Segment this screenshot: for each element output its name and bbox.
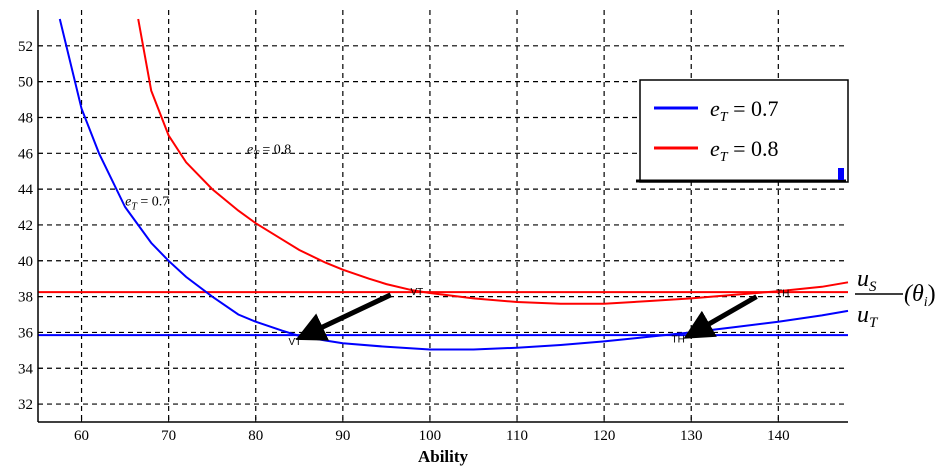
y-tick-label: 48: [18, 110, 33, 126]
ratio-denominator-symbol: u: [857, 302, 869, 328]
ratio-denominator: uT: [857, 302, 879, 331]
x-tick-label: 80: [248, 428, 263, 444]
curve-annotations: eT = 0.7eT = 0.8: [125, 142, 291, 212]
x-tick-label: 90: [335, 428, 350, 444]
ratio-argument-subscript: i: [924, 295, 928, 310]
arrow: [295, 292, 392, 341]
x-tick-label: 70: [161, 428, 176, 444]
tick-labels: 60 70 80 90 100 110 120 130 140 32 34 36 38 40 42 44 46 4…: [18, 39, 790, 444]
ratio-numerator-subscript: S: [869, 279, 877, 295]
x-tick-label: 110: [506, 428, 528, 444]
y-tick-label: 44: [18, 182, 34, 198]
x-tick-label: 130: [680, 428, 703, 444]
curve-annotation: eT = 0.8: [247, 142, 291, 160]
legend-value: = 0.8: [728, 136, 779, 161]
x-tick-label: 100: [419, 428, 442, 444]
y-tick-label: 40: [18, 254, 33, 270]
legend-subscript: T: [720, 150, 729, 165]
y-tick-label: 38: [18, 290, 33, 306]
legend-label: eT = 0.8: [710, 136, 778, 165]
annotation-value: = 0.8: [259, 142, 291, 157]
curve-marker: VT: [289, 337, 302, 348]
curve-marker: VT: [410, 287, 423, 298]
x-axis-title: Ability: [418, 447, 469, 466]
y-tick-label: 50: [18, 75, 33, 91]
plot-background: [38, 10, 848, 422]
series-line: [137, 18, 849, 305]
ratio-numerator: uS: [857, 266, 877, 295]
y-tick-label: 52: [18, 39, 33, 55]
annotation-value: = 0.7: [137, 194, 169, 209]
arrows: [295, 292, 758, 341]
y-tick-label: 32: [18, 397, 33, 413]
legend: eT = 0.7eT = 0.8: [636, 79, 849, 183]
ratio-argument-close: ): [928, 281, 936, 307]
legend-symbol: e: [710, 136, 720, 161]
y-tick-label: 46: [18, 146, 34, 162]
annotation-subscript: T: [253, 149, 260, 160]
axes: [37, 10, 848, 423]
x-tick-label: 120: [593, 428, 616, 444]
curve-marker: TH: [671, 334, 684, 345]
x-tick-label: 60: [74, 428, 89, 444]
legend-box: [639, 79, 849, 183]
annotation-symbol: e: [247, 142, 253, 157]
legend-symbol: e: [710, 96, 720, 121]
ratio-argument: (θi): [904, 281, 936, 310]
curve-marker: TH: [776, 289, 789, 300]
legend-subscript: T: [720, 110, 729, 125]
ratio-denominator-subscript: T: [869, 315, 879, 331]
legend-value: = 0.7: [728, 96, 779, 121]
ratio-numerator-symbol: u: [857, 266, 869, 292]
ratio-argument-open: (θ: [904, 281, 924, 307]
y-tick-label: 34: [18, 361, 34, 377]
y-tick-label: 42: [18, 218, 33, 234]
arrow: [683, 294, 758, 339]
curve-annotation: eT = 0.7: [125, 194, 169, 212]
legend-label: eT = 0.7: [710, 96, 778, 125]
annotation-subscript: T: [131, 201, 138, 212]
legend-corner-mark: [838, 168, 844, 180]
y-tick-label: 36: [18, 325, 34, 341]
x-tick-label: 140: [767, 428, 790, 444]
curve-markers: VT VT TH TH: [289, 287, 790, 348]
annotation-symbol: e: [125, 194, 131, 209]
